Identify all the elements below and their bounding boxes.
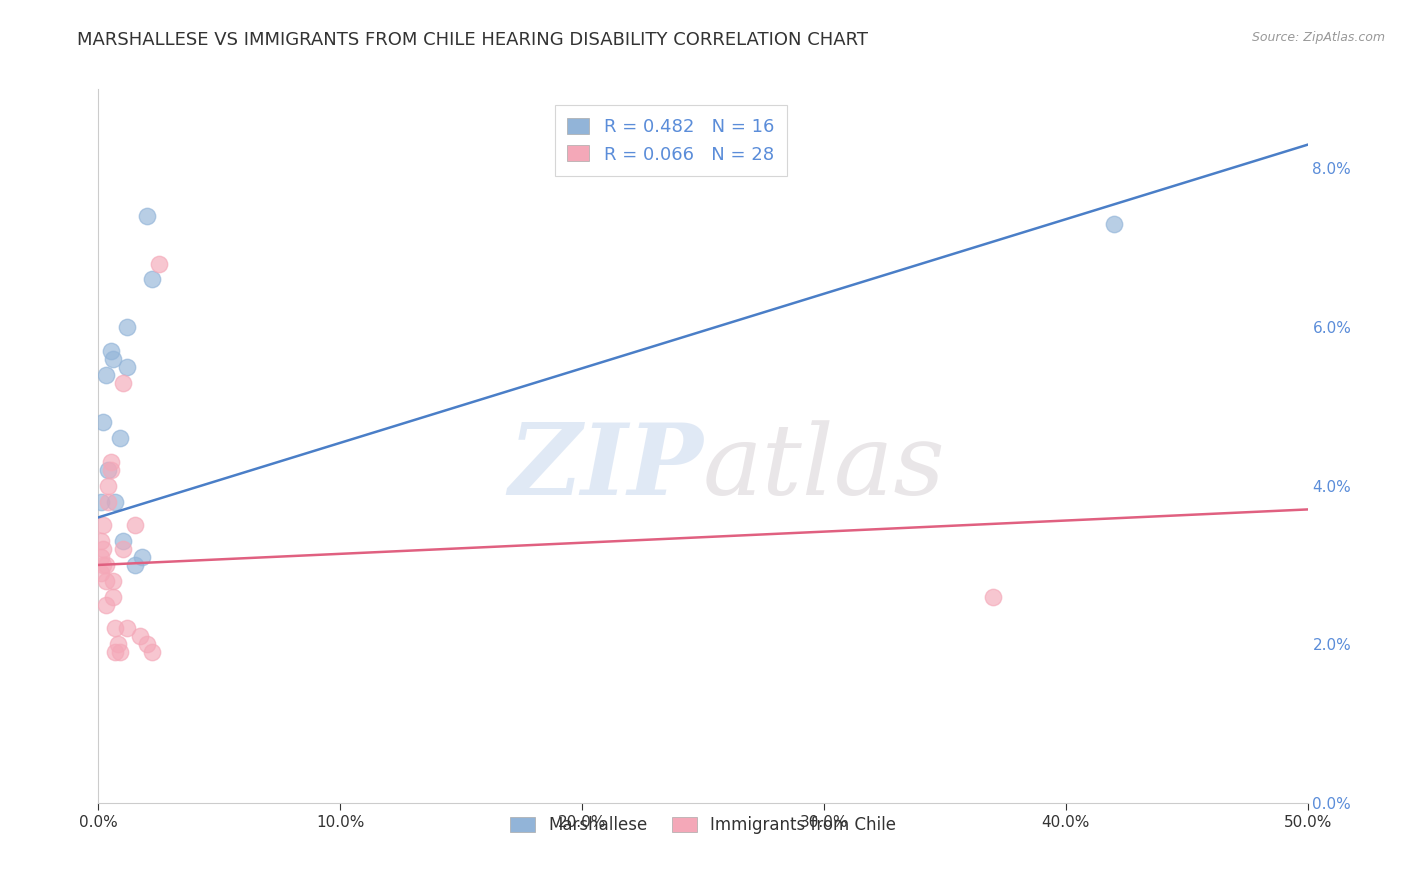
Text: ZIP: ZIP (508, 419, 703, 516)
Point (108, 645, 131, 659)
Point (94, 368, 117, 382)
Point (101, 574, 124, 588)
Point (104, 494, 127, 508)
Point (97, 463, 120, 477)
Point (128, 629, 150, 643)
Point (90, 534, 112, 549)
Point (141, 272, 163, 286)
Point (91, 542, 114, 557)
Point (1102, 217, 1125, 231)
Point (117, 320, 139, 334)
Point (111, 376, 134, 390)
Point (90, 494, 112, 508)
Point (101, 351, 124, 366)
Point (91, 518, 114, 533)
Point (148, 257, 170, 271)
Point (101, 590, 124, 604)
Point (117, 621, 139, 635)
Point (117, 359, 139, 374)
Point (135, 637, 157, 651)
Point (124, 558, 146, 572)
Point (124, 518, 146, 533)
Point (108, 431, 131, 445)
Legend: Marshallese, Immigrants from Chile: Marshallese, Immigrants from Chile (499, 806, 907, 845)
Point (135, 209, 157, 223)
Point (90, 566, 112, 580)
Text: Source: ZipAtlas.com: Source: ZipAtlas.com (1251, 31, 1385, 45)
Point (94, 558, 117, 572)
Point (94, 574, 117, 588)
Point (100, 343, 122, 358)
Point (141, 645, 163, 659)
Text: MARSHALLESE VS IMMIGRANTS FROM CHILE HEARING DISABILITY CORRELATION CHART: MARSHALLESE VS IMMIGRANTS FROM CHILE HEA… (77, 31, 869, 49)
Point (90, 549, 112, 564)
Point (91, 558, 114, 572)
Point (104, 645, 127, 659)
Point (981, 590, 1004, 604)
Point (111, 534, 134, 549)
Point (94, 598, 117, 612)
Point (107, 637, 129, 651)
Point (97, 494, 120, 508)
Point (100, 463, 122, 477)
Text: atlas: atlas (703, 420, 946, 515)
Point (111, 542, 134, 557)
Point (104, 621, 127, 635)
Point (97, 478, 120, 492)
Point (100, 455, 122, 469)
Point (131, 549, 153, 564)
Point (91, 415, 114, 429)
